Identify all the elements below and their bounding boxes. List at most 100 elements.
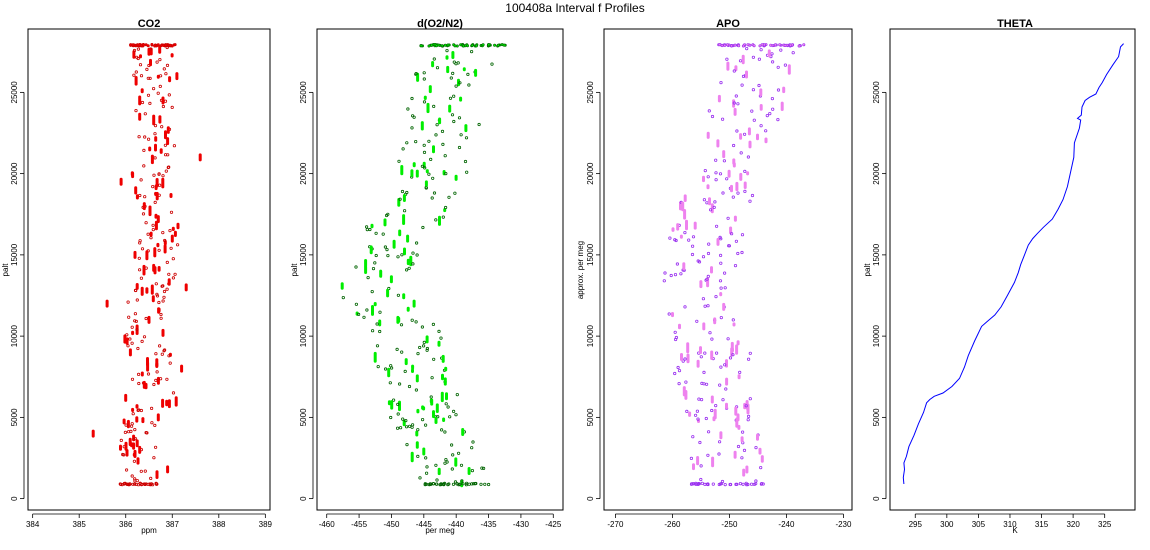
apo-profile-point <box>744 404 748 408</box>
co2-profile-point <box>163 143 167 147</box>
co2-sample-point <box>119 177 123 186</box>
apo-profile-point <box>704 416 708 421</box>
o2n2-x-tick-label: -455 <box>351 520 368 529</box>
co2-profile-point <box>152 456 156 460</box>
co2-top-cluster-point <box>153 44 157 48</box>
o2n2-profile-point <box>423 166 427 170</box>
apo-profile-segment <box>683 194 687 202</box>
o2n2-profile-segment <box>402 214 406 225</box>
theta-profile-line <box>902 43 1124 485</box>
apo-top-cluster-point <box>802 43 806 47</box>
co2-profile-point <box>123 430 128 434</box>
apo-profile-point <box>714 351 719 355</box>
apo-profile-point <box>677 368 682 373</box>
co2-profile-segment <box>125 449 129 457</box>
apo-plot-frame <box>603 28 853 511</box>
o2n2-y-tick-label: 0 <box>299 496 308 501</box>
co2-panel: CO2 ppm palt 384 385 386 387 388 389 0 5000 1000… <box>1 18 273 535</box>
apo-profile-point <box>725 177 729 181</box>
apo-profile-point <box>723 363 727 367</box>
o2n2-top-cluster-point <box>496 43 500 47</box>
apo-y-tick-label: 20000 <box>586 162 595 185</box>
o2n2-profile-segment <box>386 288 390 298</box>
co2-profile-point <box>142 164 146 168</box>
co2-profile-point <box>142 148 146 152</box>
o2n2-profile-point <box>411 262 415 266</box>
apo-y-tick-label: 5000 <box>586 408 595 426</box>
apo-profile-point <box>691 235 696 239</box>
apo-profile-point <box>742 448 747 452</box>
o2n2-profile-segment <box>398 229 402 237</box>
o2n2-profile-point <box>439 428 444 432</box>
co2-sample-point <box>175 72 179 81</box>
apo-x-tick-label: -260 <box>664 520 681 529</box>
o2n2-profile-point <box>439 336 443 340</box>
apo-profile-point <box>700 381 704 385</box>
apo-profile-point <box>742 132 747 136</box>
co2-profile-segment <box>132 50 136 59</box>
co2-profile-segment <box>138 95 142 106</box>
apo-profile-point <box>746 418 750 422</box>
o2n2-profile-point <box>423 423 428 427</box>
apo-profile-point <box>689 456 694 460</box>
apo-profile-point <box>746 357 751 361</box>
o2n2-profile-point <box>400 253 404 257</box>
apo-bottom-cluster-point <box>719 481 724 486</box>
apo-profile-point <box>740 233 745 237</box>
co2-profile-point <box>170 105 174 110</box>
apo-profile-point <box>706 430 711 434</box>
apo-profile-point <box>683 357 687 361</box>
co2-top-cluster-point <box>173 43 177 47</box>
co2-profile-segment <box>155 362 159 368</box>
apo-profile-point <box>719 261 723 265</box>
co2-top-cluster-point <box>161 43 165 47</box>
apo-profile-segment <box>734 406 738 416</box>
o2n2-sample-point <box>461 428 465 436</box>
o2n2-profile-point <box>490 62 494 66</box>
o2n2-top-cluster-point <box>446 43 450 47</box>
apo-profile-point <box>669 273 673 278</box>
co2-profile-point <box>167 354 171 358</box>
o2n2-profile-segment <box>442 417 446 422</box>
o2n2-sample-point <box>422 447 426 456</box>
co2-profile-segment <box>157 266 161 272</box>
o2n2-sample-point <box>467 467 471 475</box>
co2-sample-point <box>142 202 146 211</box>
o2n2-x-tick-label: -445 <box>416 520 433 529</box>
co2-profile-point <box>146 232 150 236</box>
apo-top-cluster-point <box>746 43 750 47</box>
o2n2-top-cluster-point <box>465 44 469 48</box>
co2-profile-segment <box>151 295 155 303</box>
apo-profile-point <box>743 189 747 193</box>
co2-profile-segment <box>135 194 139 200</box>
apo-bottom-cluster-point <box>706 482 710 486</box>
co2-profile-point <box>137 381 141 386</box>
o2n2-profile-point <box>389 415 393 420</box>
apo-profile-point <box>726 337 730 341</box>
co2-profile-cloud <box>118 42 180 487</box>
co2-sample-point <box>166 465 170 474</box>
o2n2-profile-segment <box>373 302 377 307</box>
o2n2-profile-point <box>470 446 474 450</box>
apo-x-tick-label: -250 <box>721 520 738 529</box>
apo-profile-segment <box>681 201 685 212</box>
co2-profile-segment <box>149 231 153 237</box>
o2n2-profile-point <box>376 364 380 369</box>
co2-profile-segment <box>150 284 154 295</box>
o2n2-y-axis-label: palt <box>290 263 299 277</box>
co2-profile-point <box>132 459 136 463</box>
apo-profile-point <box>783 63 788 67</box>
apo-profile-segment <box>740 436 744 443</box>
co2-profile-point <box>140 339 144 343</box>
apo-profile-cloud <box>662 43 806 487</box>
co2-profile-segment <box>139 54 142 59</box>
o2n2-profile-point <box>450 113 455 117</box>
apo-y-axis-label: approx. per meg <box>576 241 585 299</box>
co2-profile-point <box>148 76 152 81</box>
co2-profile-point <box>158 344 162 348</box>
o2n2-y-tick-label: 20000 <box>299 162 308 185</box>
o2n2-profile-point <box>434 218 438 222</box>
co2-profile-point <box>167 272 171 276</box>
o2n2-profile-point <box>370 329 375 333</box>
co2-sample-point <box>91 429 95 438</box>
